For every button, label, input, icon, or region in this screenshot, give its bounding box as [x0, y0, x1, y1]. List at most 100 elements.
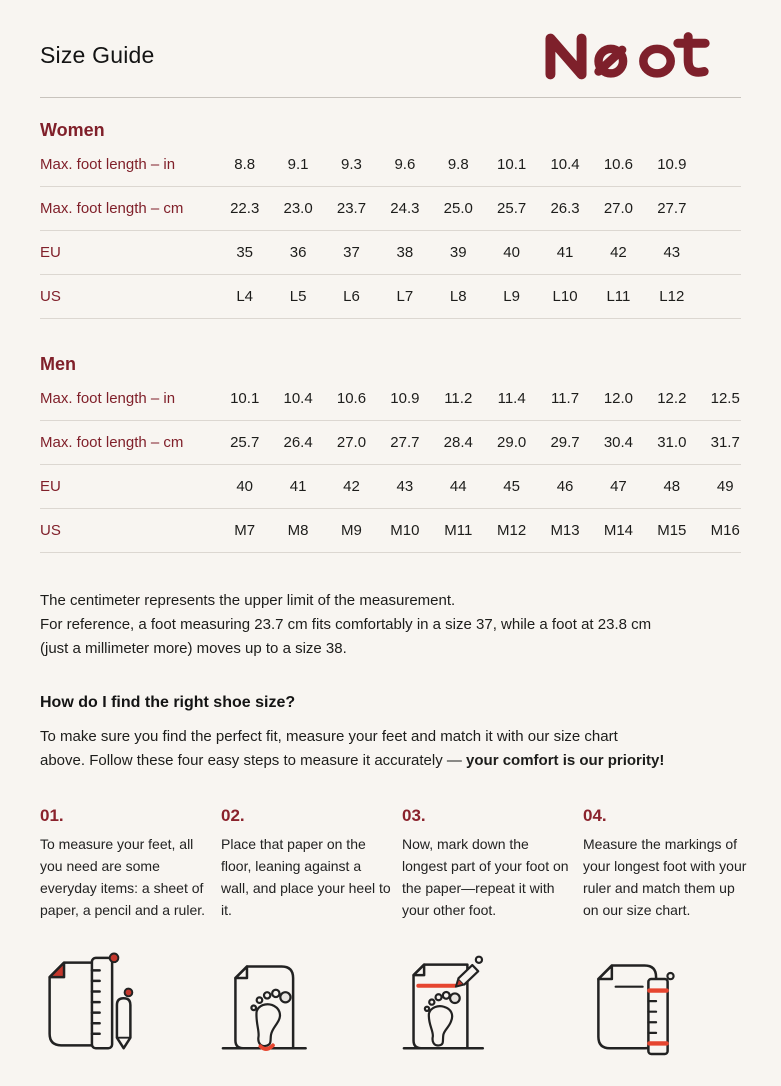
size-cell: 9.8 [447, 156, 469, 173]
size-row-men-eu: EU 40 41 42 43 44 45 46 47 48 49 [40, 465, 741, 509]
size-cell: 30.4 [603, 434, 634, 451]
size-cell: 25.0 [443, 200, 473, 217]
size-cell: L4 [236, 288, 254, 305]
size-cell: L9 [503, 288, 520, 305]
size-cell: 8.8 [234, 156, 256, 173]
size-cell: 10.4 [550, 156, 580, 173]
step-number: 03. [402, 806, 426, 825]
row-label: Max. foot length – cm [40, 434, 184, 451]
size-cell: M15 [657, 522, 687, 539]
size-cell: 38 [396, 244, 414, 261]
size-cell: 42 [610, 244, 627, 261]
row-values: L4 L5 L6 L7 L8 L9 L10 L11 L12 [218, 288, 699, 305]
size-cell: 43 [396, 478, 414, 495]
step-number: 04. [583, 806, 607, 825]
size-cell: 10.4 [283, 390, 313, 407]
header: Size Guide [40, 30, 741, 80]
step-2: 02. Place that paper on the floor, leani… [221, 806, 391, 1059]
size-cell: 46 [556, 478, 574, 495]
size-cell: 12.0 [603, 390, 634, 407]
step-3: 03. Now, mark down the longest part of y… [402, 806, 572, 1059]
row-values: 40 41 42 43 44 45 46 47 48 49 [218, 478, 752, 495]
size-guide-page: Size Guide Women Max. foot length – in 8… [40, 30, 746, 1059]
size-cell: 27.7 [657, 200, 687, 217]
size-cell: 36 [289, 244, 307, 261]
size-cell: M8 [287, 522, 309, 539]
size-cell: 40 [236, 478, 254, 495]
howto-intro-line1: To make sure you find the perfect fit, m… [40, 728, 618, 745]
size-cell: L6 [343, 288, 360, 305]
women-section: Women Max. foot length – in 8.8 9.1 9.3 9.6… [40, 120, 741, 319]
step-4: 04. Measure the markings of your longest… [583, 806, 753, 1059]
size-cell: 41 [289, 478, 307, 495]
step-number: 01. [40, 806, 64, 825]
size-cell: 10.9 [657, 156, 687, 173]
row-label: US [40, 522, 61, 539]
row-values: 35 36 37 38 39 40 41 42 43 [218, 244, 699, 261]
size-cell: M10 [390, 522, 420, 539]
size-cell: L7 [396, 288, 414, 305]
size-cell: M16 [710, 522, 740, 539]
size-cell: 27.0 [603, 200, 634, 217]
header-divider [40, 97, 741, 98]
size-cell: 45 [503, 478, 520, 495]
row-label: US [40, 288, 61, 305]
size-row-women-cm: Max. foot length – cm 22.3 23.0 23.7 24.3 25… [40, 187, 741, 231]
size-cell: L8 [449, 288, 467, 305]
size-cell: 9.1 [287, 156, 309, 173]
row-label: Max. foot length – in [40, 156, 176, 173]
howto-intro: To make sure you find the perfect fit, m… [40, 725, 741, 773]
size-cell: L5 [289, 288, 307, 305]
size-cell: 24.3 [390, 200, 420, 217]
size-cell: L11 [606, 288, 631, 305]
size-cell: 42 [343, 478, 360, 495]
paper-footprint-pencil-mark-icon [402, 949, 572, 1059]
size-cell: 31.0 [657, 434, 687, 451]
size-cell: 35 [236, 244, 254, 261]
size-row-men-cm: Max. foot length – cm 25.7 26.4 27.0 27.7 28… [40, 421, 741, 465]
size-cell: 22.3 [230, 200, 260, 217]
size-cell: 41 [556, 244, 574, 261]
row-values: 8.8 9.1 9.3 9.6 9.8 10.1 10.4 10.6 10.9 [218, 156, 699, 173]
size-cell: M7 [234, 522, 256, 539]
row-label: Max. foot length – in [40, 390, 176, 407]
howto-intro-line2-text: above. Follow these four easy steps to m… [40, 752, 467, 769]
size-row-women-us: US L4 L5 L6 L7 L8 L9 L10 L11 L12 [40, 275, 741, 319]
size-cell: 9.3 [341, 156, 362, 173]
size-cell: 9.6 [394, 156, 416, 173]
size-cell: 43 [663, 244, 681, 261]
paper-ruler-markings-icon [583, 949, 753, 1059]
women-size-table: Max. foot length – in 8.8 9.1 9.3 9.6 9.8 10.… [40, 143, 741, 319]
size-cell: M12 [497, 522, 527, 539]
size-cell: 10.6 [603, 156, 634, 173]
men-section: Men Max. foot length – in 10.1 10.4 10.6 10… [40, 354, 741, 553]
size-cell: 31.7 [710, 434, 740, 451]
measurement-steps: 01. To measure your feet, all you need a… [40, 806, 746, 1059]
size-cell: 47 [610, 478, 627, 495]
paper-ruler-pencil-icon [40, 949, 210, 1059]
size-cell: 10.9 [390, 390, 420, 407]
size-cell: 23.0 [283, 200, 313, 217]
size-cell: 26.4 [283, 434, 313, 451]
size-cell: 29.7 [550, 434, 580, 451]
size-cell: M11 [444, 522, 473, 539]
row-label: EU [40, 478, 61, 495]
step-1: 01. To measure your feet, all you need a… [40, 806, 210, 1059]
size-cell: 27.7 [390, 434, 420, 451]
size-cell: 37 [343, 244, 360, 261]
size-cell: 26.3 [550, 200, 580, 217]
row-values: 25.7 26.4 27.0 27.7 28.4 29.0 29.7 30.4 31.0 31.7 [218, 434, 752, 451]
step-text: Measure the markings of your longest foo… [583, 836, 747, 918]
size-cell: 12.5 [710, 390, 740, 407]
size-cell: 39 [449, 244, 467, 261]
size-cell: M13 [550, 522, 580, 539]
size-row-men-inches: Max. foot length – in 10.1 10.4 10.6 10.9 11… [40, 377, 741, 421]
naot-logo [541, 29, 741, 82]
paper-footprint-heel-icon [221, 949, 391, 1059]
row-label: EU [40, 244, 61, 261]
men-size-table: Max. foot length – in 10.1 10.4 10.6 10.9 11… [40, 377, 741, 553]
size-cell: 11.2 [444, 390, 473, 407]
size-cell: 11.7 [550, 390, 580, 407]
size-cell: 29.0 [497, 434, 527, 451]
note-line: For reference, a foot measuring 23.7 cm … [40, 616, 652, 633]
